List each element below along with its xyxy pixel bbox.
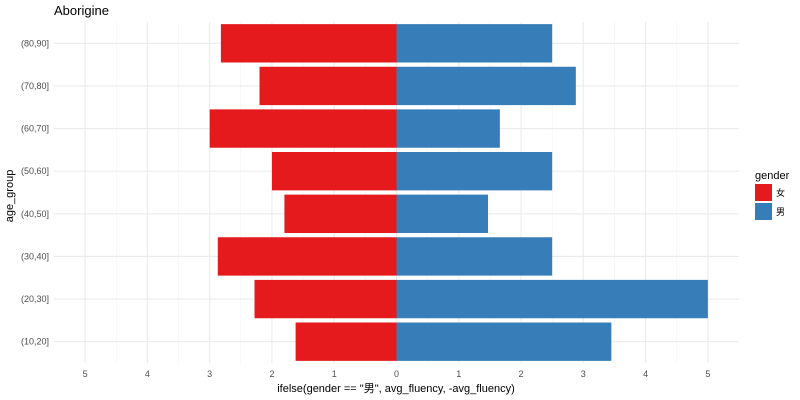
legend-label: 女 (776, 187, 785, 198)
x-tick-label: 2 (269, 369, 274, 379)
bar (396, 194, 489, 233)
x-tick-label: 3 (207, 369, 212, 379)
bar (396, 237, 553, 276)
bar (209, 109, 397, 148)
x-tick-label: 5 (83, 369, 88, 379)
legend-label: 男 (776, 207, 785, 217)
bar (396, 24, 553, 63)
y-tick-label: (50,60] (21, 166, 49, 176)
bar (396, 152, 553, 191)
legend-swatch (755, 203, 772, 220)
legend-title: gender (755, 170, 790, 182)
y-tick-label: (60,70] (21, 124, 49, 134)
chart-title: Aborigine (54, 3, 109, 18)
bar (220, 24, 397, 63)
bar (396, 66, 576, 106)
x-tick-label: 4 (643, 369, 648, 379)
y-tick-label: (10,20] (21, 337, 49, 347)
bar (396, 279, 708, 319)
x-tick-label: 5 (705, 369, 710, 379)
bar (259, 66, 397, 106)
legend-swatch (755, 184, 772, 201)
y-tick-label: (30,40] (21, 251, 49, 261)
y-tick-label: (40,50] (21, 209, 49, 219)
x-axis-label: ifelse(gender == "男", avg_fluency, -avg_… (277, 383, 515, 395)
bars (209, 24, 708, 361)
y-tick-label: (80,90] (21, 38, 49, 48)
x-tick-labels: 5 4 3 2 1 0 1 2 3 4 5 (83, 369, 711, 379)
y-tick-label: (70,80] (21, 81, 49, 91)
x-tick-label: 1 (456, 369, 461, 379)
bar (396, 109, 500, 148)
bar (217, 237, 397, 276)
bar (284, 194, 397, 233)
legend: gender 女男 (755, 170, 790, 220)
x-tick-label: 4 (145, 369, 150, 379)
y-axis-label: age_group (4, 170, 16, 223)
bar (295, 322, 397, 361)
x-tick-label: 3 (581, 369, 586, 379)
bar (396, 322, 612, 361)
bar (271, 152, 397, 191)
x-tick-label: 1 (332, 369, 337, 379)
x-tick-label: 0 (394, 369, 399, 379)
x-tick-label: 2 (519, 369, 524, 379)
bar (254, 279, 397, 319)
y-tick-labels: (10,20] (20,30] (30,40] (40,50] (50,60] (60,7… (21, 38, 49, 346)
y-tick-label: (20,30] (21, 294, 49, 304)
